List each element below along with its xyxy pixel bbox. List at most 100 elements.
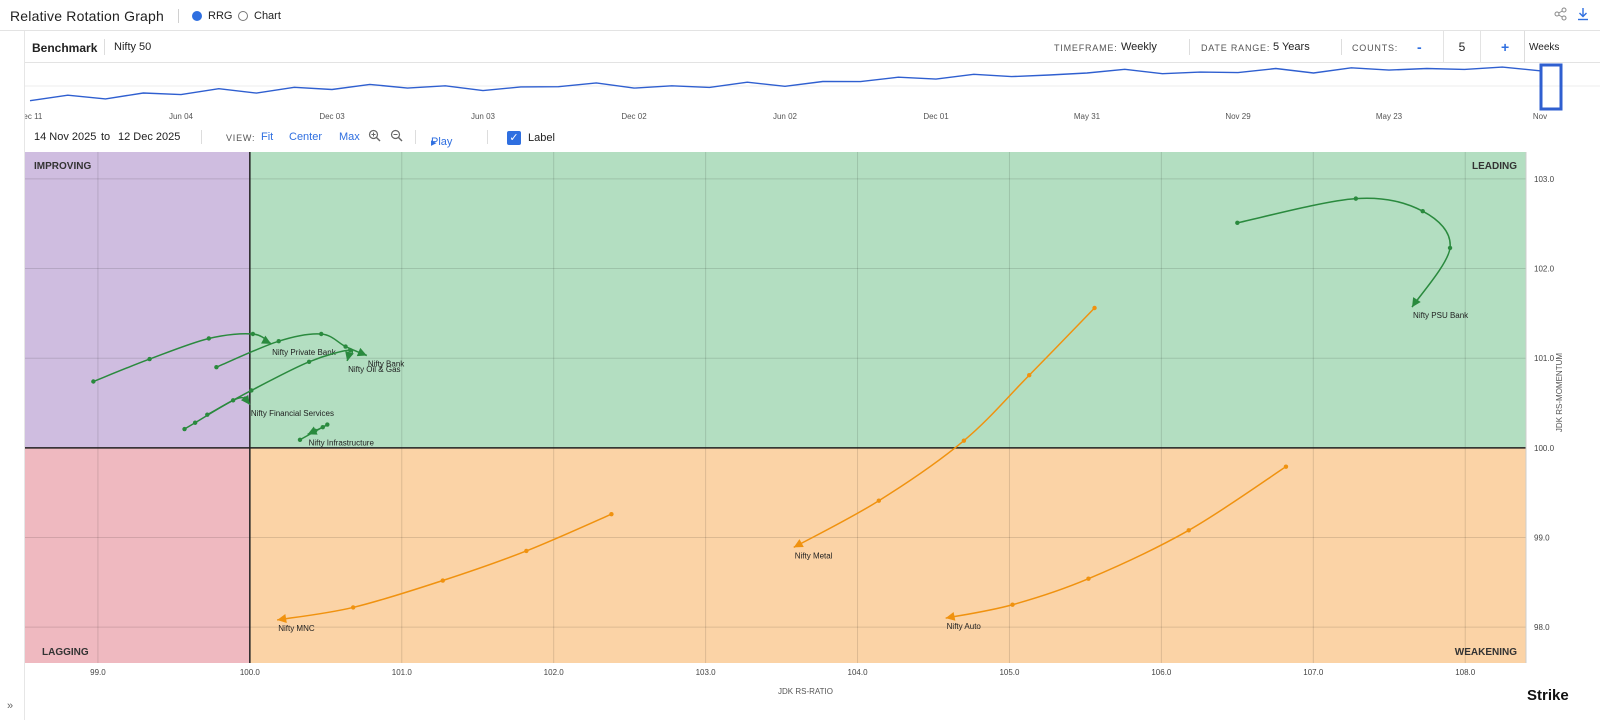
date-range-select[interactable]: 5 Years <box>1273 41 1310 53</box>
series-point-nifty-metal[interactable] <box>876 498 882 503</box>
view-label: VIEW: <box>226 133 256 143</box>
title-divider <box>178 9 179 23</box>
overview-x-tick-label: Dec 02 <box>621 112 647 121</box>
series-head-nifty-private-bank[interactable] <box>261 335 272 344</box>
series-head-nifty-infrastructure[interactable] <box>307 426 318 435</box>
series-point-nifty-psu-bank[interactable] <box>1420 208 1425 214</box>
overview-x-tick-label: May 31 <box>1074 112 1101 121</box>
series-point-nifty-auto[interactable] <box>1186 528 1191 533</box>
series-point-nifty-bank[interactable] <box>319 331 324 337</box>
benchmark-divider <box>104 39 105 55</box>
series-label-nifty-mnc: Nifty MNC <box>278 624 315 633</box>
overview-range-handle[interactable] <box>1539 63 1563 111</box>
x-axis-title: JDK RS-RATIO <box>778 687 833 696</box>
series-point-nifty-financial-services[interactable] <box>230 398 236 403</box>
series-point-nifty-auto[interactable] <box>1086 576 1091 581</box>
series-point-nifty-metal[interactable] <box>961 438 967 443</box>
benchmark-select[interactable]: Nifty 50 <box>114 41 152 53</box>
quadrant-improving <box>25 152 250 448</box>
series-point-nifty-psu-bank[interactable] <box>1447 245 1453 251</box>
radio-selected-icon <box>192 11 202 21</box>
label-divider <box>487 130 488 144</box>
series-point-nifty-financial-services[interactable] <box>192 420 198 425</box>
series-head-nifty-oil-gas[interactable] <box>345 350 354 361</box>
counts-increment-button[interactable]: + <box>1501 39 1510 55</box>
series-point-nifty-mnc[interactable] <box>350 605 356 610</box>
quadrant-label-improving: IMPROVING <box>34 161 91 172</box>
series-point-nifty-financial-services[interactable] <box>182 426 187 432</box>
y-tick-label: 102.0 <box>1534 265 1555 274</box>
expand-panel-icon[interactable]: » <box>7 700 14 712</box>
zoom-in-icon[interactable] <box>368 129 381 145</box>
play-label: Play <box>431 136 453 148</box>
series-label-nifty-psu-bank: Nifty PSU Bank <box>1413 311 1469 320</box>
series-point-nifty-metal[interactable] <box>1027 373 1032 378</box>
series-head-nifty-psu-bank[interactable] <box>1412 297 1421 308</box>
share-icon[interactable] <box>1554 7 1568 21</box>
x-tick-label: 106.0 <box>1151 668 1172 677</box>
series-point-nifty-private-bank[interactable] <box>250 331 256 337</box>
zoom-out-icon[interactable] <box>390 129 403 145</box>
series-point-nifty-mnc[interactable] <box>440 578 445 583</box>
view-bar: 14 Nov 2025 to 12 Dec 2025 VIEW: Fit Cen… <box>25 126 1600 150</box>
x-tick-label: 108.0 <box>1455 668 1476 677</box>
series-point-nifty-oil-gas[interactable] <box>306 359 312 364</box>
rrg-chart[interactable]: 99.0 100.0 101.0 102.0 103.0 104.0 105.0 106.0 1… <box>0 150 1600 720</box>
series-label-nifty-private-bank: Nifty Private Bank <box>272 348 337 357</box>
series-point-nifty-infrastructure[interactable] <box>325 422 330 427</box>
x-tick-label: 105.0 <box>999 668 1020 677</box>
series-point-nifty-bank[interactable] <box>214 364 219 370</box>
y-tick-label: 99.0 <box>1534 533 1550 542</box>
download-icon[interactable] <box>1576 7 1590 21</box>
date-to[interactable]: 12 Dec 2025 <box>118 131 181 143</box>
overview-chart[interactable]: Dec 11 Jun 04 Dec 03 Jun 03 Dec 02 Jun 02 Dec … <box>25 63 1600 123</box>
series-point-nifty-private-bank[interactable] <box>206 336 212 341</box>
counts-divider <box>1524 31 1525 63</box>
overview-x-tick-label: Nov <box>1533 112 1547 121</box>
chart-radio[interactable]: Chart <box>238 10 281 22</box>
series-label-nifty-financial-services: Nifty Financial Services <box>251 409 334 418</box>
quadrant-label-lagging: LAGGING <box>42 647 89 658</box>
date-from[interactable]: 14 Nov 2025 <box>34 131 97 143</box>
center-button[interactable]: Center <box>289 131 323 143</box>
series-point-nifty-bank[interactable] <box>343 344 348 349</box>
series-point-nifty-oil-gas[interactable] <box>249 388 254 393</box>
overview-x-tick-label: Dec 11 <box>25 112 43 121</box>
top-bar: Relative Rotation Graph RRG Chart <box>0 0 1600 31</box>
series-point-nifty-auto[interactable] <box>1283 464 1289 469</box>
counts-input[interactable]: 5 <box>1443 31 1481 63</box>
view-divider <box>201 130 202 144</box>
series-point-nifty-auto[interactable] <box>1010 602 1015 607</box>
series-point-nifty-mnc[interactable] <box>524 548 529 554</box>
series-point-nifty-infrastructure[interactable] <box>320 425 325 430</box>
date-range-divider <box>1341 39 1342 55</box>
timeframe-select[interactable]: Weekly <box>1121 41 1157 53</box>
series-point-nifty-oil-gas[interactable] <box>347 347 353 353</box>
label-checkbox[interactable]: ✓ <box>507 131 521 145</box>
overview-x-tick-label: Dec 03 <box>319 112 345 121</box>
quadrant-label-weakening: WEAKENING <box>1455 647 1517 658</box>
x-tick-label: 104.0 <box>848 668 869 677</box>
series-point-nifty-psu-bank[interactable] <box>1353 196 1359 201</box>
series-point-nifty-metal[interactable] <box>1092 305 1097 311</box>
overview-series-line <box>29 66 1541 102</box>
series-point-nifty-mnc[interactable] <box>609 511 614 517</box>
play-icon: ▸ <box>431 137 437 149</box>
series-point-nifty-private-bank[interactable] <box>91 379 96 384</box>
series-point-nifty-private-bank[interactable] <box>147 356 152 362</box>
series-head-nifty-metal[interactable] <box>793 539 804 548</box>
quadrant-leading <box>249 152 1526 448</box>
series-point-nifty-bank[interactable] <box>276 338 281 344</box>
rrg-radio[interactable]: RRG <box>192 10 232 22</box>
x-tick-label: 102.0 <box>544 668 565 677</box>
series-head-nifty-bank[interactable] <box>356 347 367 357</box>
series-head-nifty-mnc[interactable] <box>277 614 287 623</box>
fit-button[interactable]: Fit <box>261 131 274 143</box>
series-head-nifty-auto[interactable] <box>945 611 956 621</box>
series-head-nifty-financial-services[interactable] <box>240 394 250 405</box>
overview-x-tick-label: May 23 <box>1376 112 1403 121</box>
series-point-nifty-infrastructure[interactable] <box>297 437 303 442</box>
series-point-nifty-psu-bank[interactable] <box>1235 220 1240 226</box>
counts-decrement-button[interactable]: - <box>1417 39 1422 55</box>
max-button[interactable]: Max <box>339 131 360 143</box>
